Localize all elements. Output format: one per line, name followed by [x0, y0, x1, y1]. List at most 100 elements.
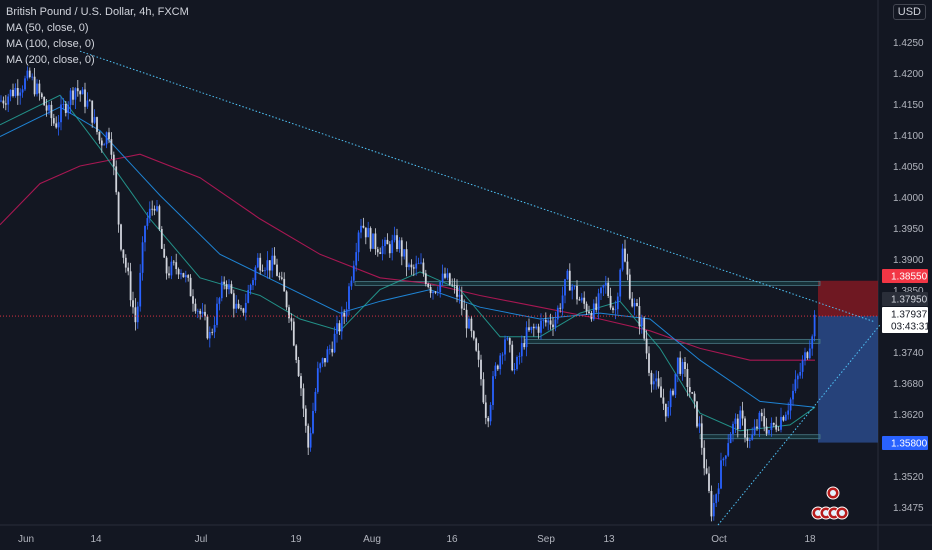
candle-body: [487, 417, 490, 422]
candle-body: [115, 166, 118, 193]
candle-body: [45, 105, 48, 111]
candle-body: [528, 327, 530, 331]
candle-body: [441, 273, 444, 282]
candle-body: [134, 307, 137, 323]
ma50-legend[interactable]: MA (50, close, 0): [6, 22, 89, 34]
candle-body: [326, 349, 329, 363]
candle-body: [369, 228, 372, 249]
candle-body: [787, 410, 790, 415]
candle-body: [434, 291, 437, 293]
candle-body: [91, 100, 94, 123]
candle-body: [187, 275, 190, 278]
candle-body: [415, 263, 418, 269]
candle-body: [508, 338, 511, 345]
candle-body: [499, 355, 502, 370]
y-tick-label: 1.3680: [893, 379, 924, 390]
candle-body: [636, 303, 638, 306]
candle-body: [595, 303, 598, 310]
symbol-title[interactable]: British Pound / U.S. Dollar, 4h, FXCM: [6, 6, 189, 18]
y-tick-label: 1.4000: [893, 193, 924, 204]
candle-body: [542, 319, 545, 321]
candle-body: [156, 206, 158, 211]
candle-body: [494, 365, 497, 377]
candle-body: [643, 318, 646, 339]
candle-body: [513, 369, 516, 371]
candle-body: [7, 96, 10, 105]
candle-body: [724, 455, 727, 459]
chart-legend: British Pound / U.S. Dollar, 4h, FXCM MA…: [6, 4, 189, 68]
candle-body: [163, 248, 166, 258]
candle-body: [751, 434, 754, 440]
candle-body: [237, 303, 240, 309]
candle-body: [74, 88, 77, 100]
candle-body: [199, 310, 202, 314]
flag-icon: [823, 510, 829, 516]
candle-body: [780, 416, 782, 430]
candle-body: [549, 320, 552, 325]
candle-body: [26, 70, 29, 79]
candle-body: [703, 447, 706, 469]
candle-body: [470, 318, 473, 332]
candle-body: [372, 233, 374, 249]
candle-body: [144, 226, 146, 243]
y-tick-label: 1.3520: [893, 472, 924, 483]
candle-body: [451, 284, 454, 286]
currency-selector[interactable]: USD: [892, 4, 926, 20]
candle-body: [518, 356, 521, 357]
candle-body: [544, 319, 547, 323]
candle-body: [453, 285, 456, 286]
candle-body: [165, 257, 168, 274]
candle-body: [148, 208, 151, 219]
candle-body: [573, 285, 576, 287]
candle-body: [477, 350, 480, 360]
candle-body: [753, 426, 756, 435]
candle-body: [67, 104, 70, 114]
candle-body: [580, 297, 583, 301]
candle-body: [360, 225, 362, 233]
candle-body: [554, 319, 557, 328]
x-tick-label: Oct: [711, 534, 727, 545]
candle-body: [715, 494, 718, 504]
candle-body: [175, 262, 178, 269]
candle-body: [36, 83, 38, 95]
candle-body: [355, 252, 358, 266]
y-tick-label: 1.4250: [893, 38, 924, 49]
candle-body: [336, 323, 338, 334]
candle-body: [184, 275, 187, 278]
candle-body: [446, 273, 449, 278]
candle-body: [770, 423, 773, 430]
candle-body: [381, 246, 384, 254]
candle-body: [386, 239, 389, 245]
ma200-legend[interactable]: MA (200, close, 0): [6, 54, 95, 66]
candle-body: [316, 368, 319, 392]
candle-body: [741, 410, 744, 419]
candle-body: [597, 293, 600, 310]
candle-body: [640, 318, 643, 327]
candle-body: [108, 132, 110, 140]
candle-body: [295, 345, 298, 360]
candle-body: [33, 76, 36, 95]
candle-body: [57, 122, 60, 128]
flag-icon: [830, 490, 836, 496]
candle-body: [456, 285, 458, 297]
candle-body: [645, 338, 648, 354]
candle-body: [808, 348, 811, 359]
y-tick-label: 1.3475: [893, 503, 924, 514]
candle-body: [278, 275, 281, 278]
candle-body: [345, 309, 348, 317]
candle-body: [307, 425, 310, 448]
candle-body: [405, 249, 408, 268]
candle-body: [189, 277, 192, 297]
candle-body: [168, 273, 170, 276]
candle-body: [650, 372, 653, 385]
candle-body: [38, 83, 41, 94]
candle-body: [561, 295, 564, 309]
ma100-legend[interactable]: MA (100, close, 0): [6, 38, 95, 50]
candle-body: [280, 277, 283, 279]
candle-body: [261, 270, 264, 272]
candle-body: [657, 378, 660, 387]
candle-body: [81, 89, 84, 95]
candle-body: [12, 89, 14, 96]
